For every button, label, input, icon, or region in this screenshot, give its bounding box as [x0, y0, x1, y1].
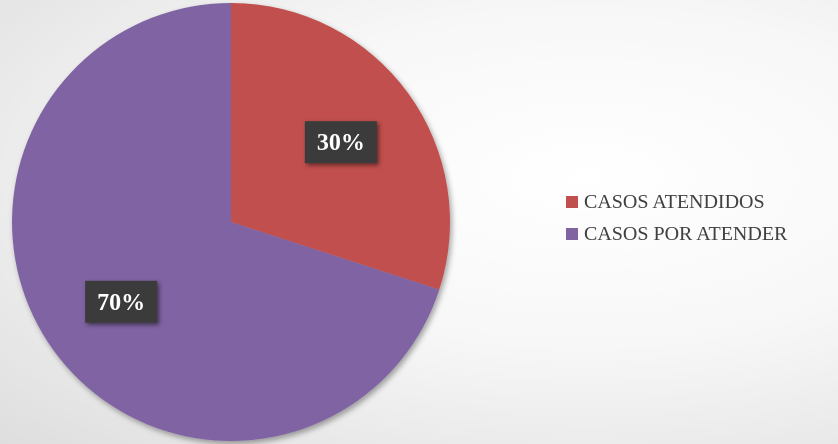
data-label-box	[85, 280, 158, 323]
data-label-text: 70%	[97, 290, 145, 316]
data-label-text: 30%	[317, 130, 365, 156]
legend-label: CASOS POR ATENDER	[584, 222, 788, 245]
pie-data-labels: 30% 70%	[85, 121, 377, 323]
legend-label: CASOS ATENDIDOS	[584, 190, 765, 213]
legend-swatch	[566, 228, 578, 240]
data-label-casos-por-atender: 70%	[85, 280, 158, 323]
chart-legend: CASOS ATENDIDOS CASOS POR ATENDER	[566, 186, 787, 250]
legend-swatch	[566, 196, 578, 208]
data-label-box	[304, 121, 377, 164]
pie-slice-casos-por-atender	[12, 3, 440, 441]
legend-item-casos-por-atender: CASOS POR ATENDER	[566, 218, 787, 250]
pie-slices	[12, 3, 451, 441]
data-label-casos-atendidos: 30%	[304, 121, 377, 164]
legend-item-casos-atendidos: CASOS ATENDIDOS	[566, 186, 787, 218]
